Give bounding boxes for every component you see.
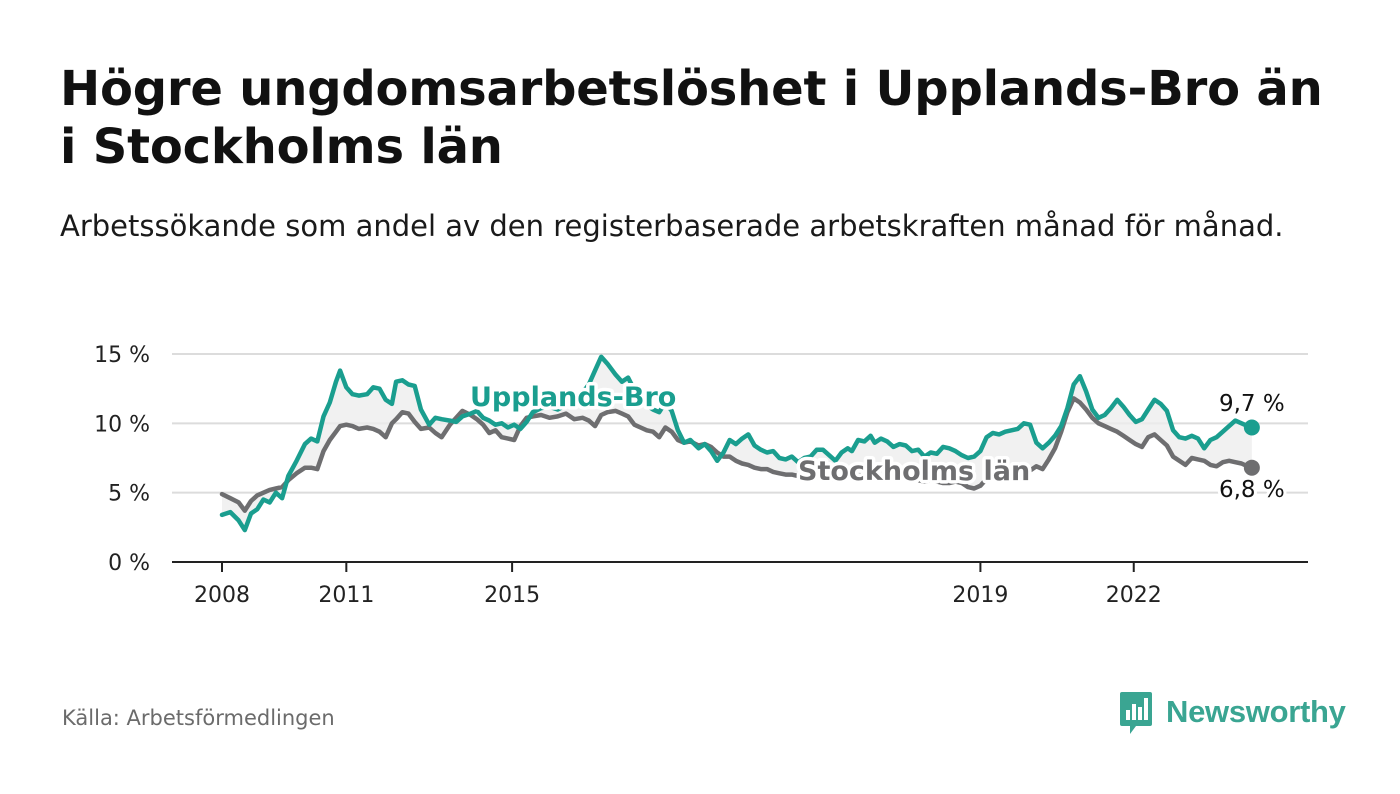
chart-subtitle: Arbetssökande som andel av den registerb…	[60, 209, 1284, 243]
series-line-upplands-bro	[219, 354, 1255, 533]
brand-name: Newsworthy	[1166, 694, 1346, 729]
y-tick-label: 0 %	[108, 551, 150, 576]
series-line-stockholms-lan	[219, 396, 1255, 513]
series-label-stockholms-lan: Stockholms län	[798, 456, 1030, 487]
end-value-upplands-bro: 9,7 %	[1219, 391, 1285, 417]
chart-title: Högre ungdomsarbetslöshet i Upplands-Bro…	[60, 61, 1323, 175]
y-tick-label: 15 %	[94, 343, 150, 368]
x-tick-label: 2019	[952, 583, 1008, 608]
y-tick-label: 10 %	[94, 412, 150, 437]
series-label-upplands-bro: Upplands-Bro	[470, 382, 676, 413]
end-value-stockholms-lan: 6,8 %	[1219, 477, 1285, 503]
y-axis: 0 % 5 % 10 % 15 %	[94, 343, 150, 576]
end-point-marker	[1243, 419, 1260, 436]
x-axis: 2008 2011 2015 2019 2022	[172, 561, 1308, 608]
x-tick-label: 2022	[1106, 583, 1162, 608]
x-tick-label: 2011	[318, 583, 374, 608]
source-note: Källa: Arbetsförmedlingen	[62, 706, 335, 730]
y-tick-label: 5 %	[108, 482, 150, 507]
series-labels: Upplands-Bro Stockholms län 9,7 % 6,8 %	[467, 379, 1288, 507]
brand-logo: Newsworthy	[1118, 688, 1346, 736]
end-point-marker	[1243, 459, 1260, 476]
newsworthy-logo-icon	[1120, 692, 1152, 734]
x-tick-label: 2015	[484, 583, 540, 608]
x-tick-label: 2008	[194, 583, 250, 608]
series-lines	[219, 354, 1260, 533]
